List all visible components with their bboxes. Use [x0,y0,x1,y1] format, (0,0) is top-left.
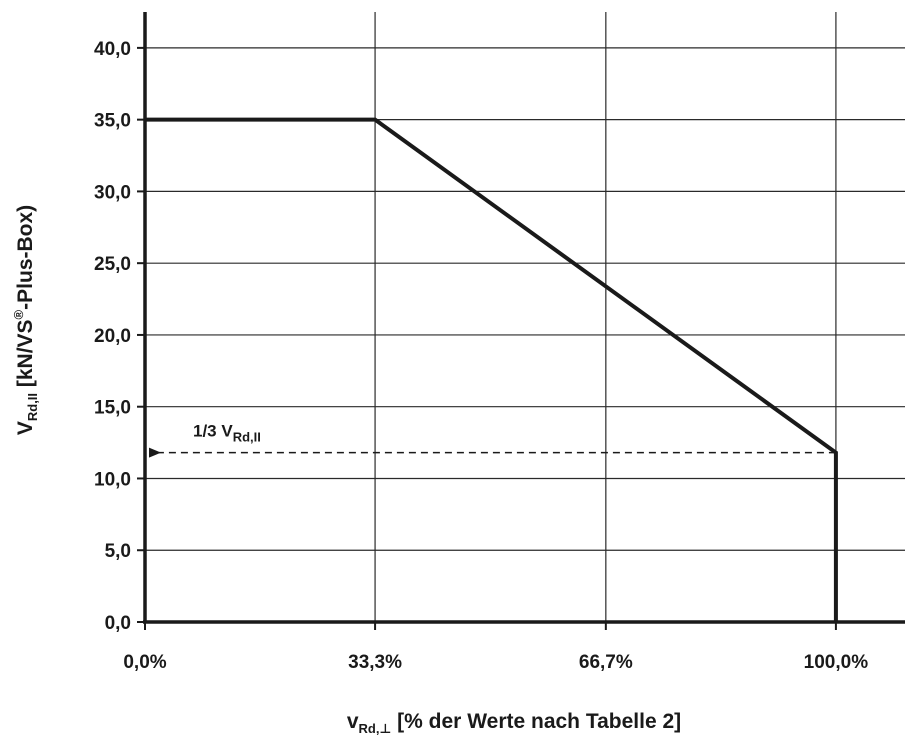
annotation-label-main: 1/3 V [193,422,233,441]
x-tick-label: 100,0% [804,652,869,673]
gridlines [145,12,905,622]
y-axis-label-sup: ® [11,309,26,319]
x-axis-label-sub: Rd,⊥ [359,721,392,735]
y-tick-label: 25,0 [94,254,131,275]
y-tick-label: 0,0 [105,613,131,634]
x-tick-label: 66,7% [579,652,633,673]
y-tick-label: 40,0 [94,39,131,60]
x-axis-label-rest: [% der Werte nach Tabelle 2] [391,710,681,733]
x-tick-label: 0,0% [123,652,166,673]
axes [137,12,905,630]
x-axis-label: vRd,⊥ [% der Werte nach Tabelle 2] [347,710,681,735]
x-tick-label: 33,3% [348,652,402,673]
y-axis-label-rest: [kN/VS [14,319,37,393]
x-axis-label-main: v [347,710,359,733]
y-axis-label: VRd,II [kN/VS®-Plus-Box) [11,205,40,435]
y-tick-label: 35,0 [94,111,131,132]
y-axis-label-rest2: -Plus-Box) [14,205,37,310]
tick-labels: 0,0 5,0 10,0 15,0 20,0 25,0 30,0 35,0 40,0 0,0% 33… [94,39,868,673]
annotation-label-sub: Rd,II [233,430,261,445]
y-tick-label: 15,0 [94,398,131,419]
y-tick-label: 20,0 [94,326,131,347]
y-tick-label: 10,0 [94,469,131,490]
series-line [145,117,838,622]
y-tick-label: 30,0 [94,182,131,203]
y-axis-label-main: V [14,421,37,435]
annotation-label: 1/3 VRd,II [193,422,261,445]
y-tick-label: 5,0 [105,541,131,562]
y-axis-label-sub: Rd,II [25,393,40,421]
annotation: 1/3 VRd,II [149,422,836,458]
series [145,117,838,622]
